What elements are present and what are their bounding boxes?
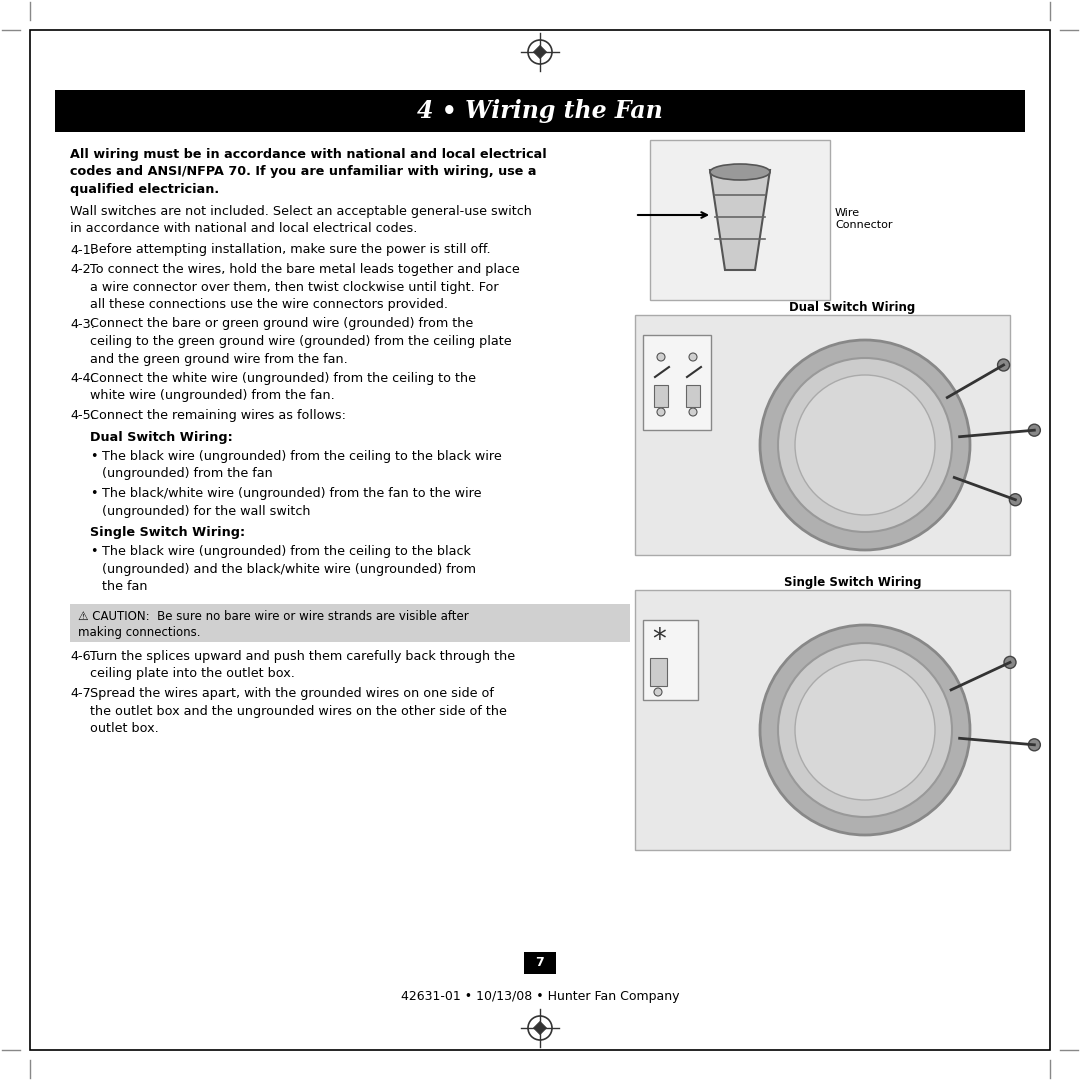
Circle shape <box>1028 739 1040 751</box>
Text: 4-6.: 4-6. <box>70 650 95 663</box>
Text: •: • <box>90 545 97 558</box>
Circle shape <box>760 340 970 550</box>
Text: Connect the white wire (ungrounded) from the ceiling to the: Connect the white wire (ungrounded) from… <box>90 372 476 384</box>
Text: 4-4.: 4-4. <box>70 372 95 384</box>
Circle shape <box>778 643 951 816</box>
Circle shape <box>795 375 935 515</box>
Circle shape <box>654 688 662 696</box>
Circle shape <box>1028 424 1040 436</box>
Bar <box>650 140 831 300</box>
Bar <box>643 620 698 700</box>
Bar <box>55 90 1025 132</box>
Text: 4-3.: 4-3. <box>70 318 95 330</box>
Text: Connect the bare or green ground wire (grounded) from the: Connect the bare or green ground wire (g… <box>90 318 473 330</box>
Text: Wall switches are not included. Select an acceptable general-use switch: Wall switches are not included. Select a… <box>70 204 531 217</box>
Text: and the green ground wire from the fan.: and the green ground wire from the fan. <box>90 352 348 365</box>
Bar <box>635 315 1010 555</box>
Circle shape <box>760 625 970 835</box>
Circle shape <box>998 359 1010 372</box>
Text: *: * <box>652 626 666 654</box>
Text: Single Switch Wiring:: Single Switch Wiring: <box>90 526 245 539</box>
Ellipse shape <box>710 164 770 180</box>
Bar <box>650 658 667 686</box>
Text: ceiling to the green ground wire (grounded) from the ceiling plate: ceiling to the green ground wire (ground… <box>90 335 512 348</box>
Polygon shape <box>710 170 770 270</box>
Text: the fan: the fan <box>102 581 148 594</box>
Text: 4-5.: 4-5. <box>70 409 95 422</box>
Text: To connect the wires, hold the bare metal leads together and place: To connect the wires, hold the bare meta… <box>90 264 519 276</box>
Polygon shape <box>534 45 546 58</box>
Text: in accordance with national and local electrical codes.: in accordance with national and local el… <box>70 222 417 235</box>
Bar <box>524 951 556 974</box>
Text: 4-7.: 4-7. <box>70 687 95 700</box>
Text: Single Switch Wiring: Single Switch Wiring <box>784 576 921 589</box>
Circle shape <box>689 408 697 416</box>
Text: 4 • Wiring the Fan: 4 • Wiring the Fan <box>417 99 663 123</box>
Bar <box>686 384 700 407</box>
Bar <box>654 384 669 407</box>
Text: making connections.: making connections. <box>78 626 201 639</box>
Text: All wiring must be in accordance with national and local electrical: All wiring must be in accordance with na… <box>70 148 546 161</box>
Polygon shape <box>534 1022 546 1035</box>
Text: Connect the remaining wires as follows:: Connect the remaining wires as follows: <box>90 409 346 422</box>
Circle shape <box>1004 657 1016 669</box>
Text: Wire
Connector: Wire Connector <box>835 208 892 230</box>
Circle shape <box>689 353 697 361</box>
Bar <box>635 590 1010 850</box>
Text: Spread the wires apart, with the grounded wires on one side of: Spread the wires apart, with the grounde… <box>90 687 494 700</box>
Bar <box>70 604 630 642</box>
Text: The black wire (ungrounded) from the ceiling to the black: The black wire (ungrounded) from the cei… <box>102 545 471 558</box>
Text: Turn the splices upward and push them carefully back through the: Turn the splices upward and push them ca… <box>90 650 515 663</box>
Circle shape <box>657 408 665 416</box>
Text: Dual Switch Wiring: Dual Switch Wiring <box>789 301 916 314</box>
Bar <box>643 335 711 430</box>
Circle shape <box>795 660 935 800</box>
Text: 4-2.: 4-2. <box>70 264 95 276</box>
Text: ceiling plate into the outlet box.: ceiling plate into the outlet box. <box>90 667 295 680</box>
Text: white wire (ungrounded) from the fan.: white wire (ungrounded) from the fan. <box>90 390 335 403</box>
Text: (ungrounded) and the black/white wire (ungrounded) from: (ungrounded) and the black/white wire (u… <box>102 563 476 576</box>
Text: Dual Switch Wiring:: Dual Switch Wiring: <box>90 431 233 444</box>
Text: The black/white wire (ungrounded) from the fan to the wire: The black/white wire (ungrounded) from t… <box>102 487 482 500</box>
Text: The black wire (ungrounded) from the ceiling to the black wire: The black wire (ungrounded) from the cei… <box>102 450 502 463</box>
Text: (ungrounded) from the fan: (ungrounded) from the fan <box>102 468 273 481</box>
Circle shape <box>1010 494 1022 505</box>
Text: 42631-01 • 10/13/08 • Hunter Fan Company: 42631-01 • 10/13/08 • Hunter Fan Company <box>401 990 679 1003</box>
Circle shape <box>778 357 951 532</box>
Text: 4-1.: 4-1. <box>70 243 95 256</box>
Text: (ungrounded) for the wall switch: (ungrounded) for the wall switch <box>102 504 311 517</box>
Text: codes and ANSI/NFPA 70. If you are unfamiliar with wiring, use a: codes and ANSI/NFPA 70. If you are unfam… <box>70 165 537 178</box>
Text: Before attempting installation, make sure the power is still off.: Before attempting installation, make sur… <box>90 243 490 256</box>
Text: •: • <box>90 450 97 463</box>
Text: all these connections use the wire connectors provided.: all these connections use the wire conne… <box>90 298 448 311</box>
Text: 7: 7 <box>536 957 544 970</box>
Text: ⚠ CAUTION:  Be sure no bare wire or wire strands are visible after: ⚠ CAUTION: Be sure no bare wire or wire … <box>78 610 469 623</box>
Text: a wire connector over them, then twist clockwise until tight. For: a wire connector over them, then twist c… <box>90 281 499 294</box>
Text: qualified electrician.: qualified electrician. <box>70 183 219 195</box>
Circle shape <box>657 353 665 361</box>
Text: •: • <box>90 487 97 500</box>
Text: the outlet box and the ungrounded wires on the other side of the: the outlet box and the ungrounded wires … <box>90 704 507 717</box>
Text: outlet box.: outlet box. <box>90 723 159 735</box>
